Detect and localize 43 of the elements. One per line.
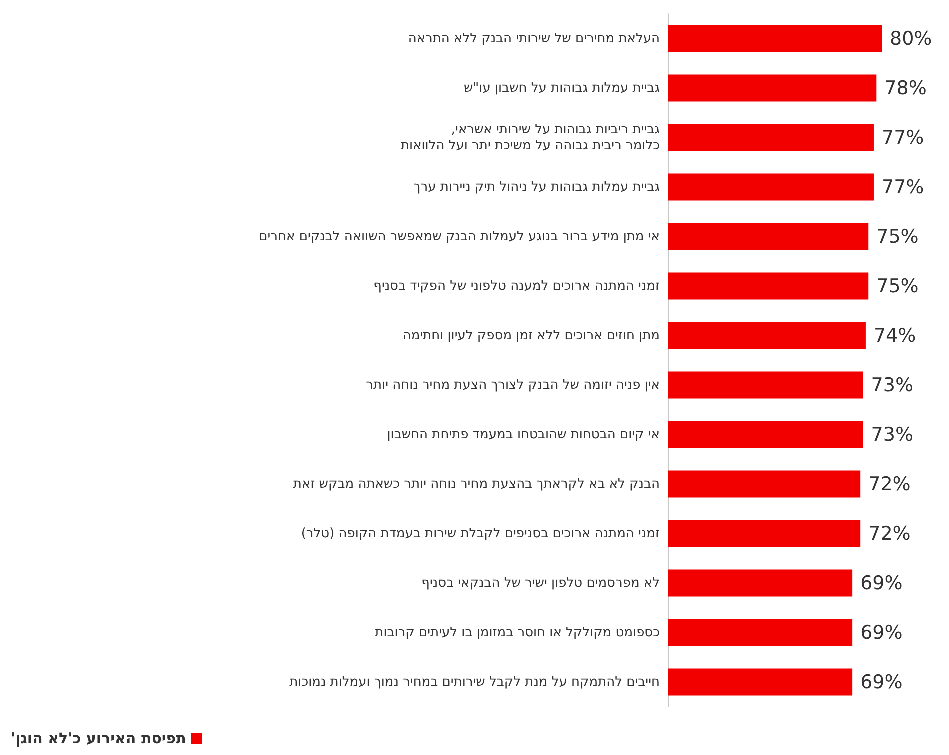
data-label: 75% (876, 275, 919, 298)
y-tick-label: מתן חוזים ארוכים ללא זמן מספק לעיון וחתימה (402, 328, 660, 344)
data-label: 69% (860, 671, 903, 694)
y-tick-label: אי קיום הבטחות שהובטחו במעמד פתיחת החשבון (387, 427, 660, 442)
y-tick-label: הבנק לא בא לקראתך בהצעת מחיר נוחה יותר כשאתה מבקש זאת (293, 476, 660, 492)
data-label: 72% (868, 522, 911, 545)
y-tick-label: זמני המתנה ארוכים בסניפים לקבלת שירות בעמדת הקופה (טלר) (301, 526, 660, 542)
y-tick-label: זמני המתנה ארוכים למענה טלפוני של הפקיד בסניף (374, 278, 660, 294)
bar (668, 223, 869, 250)
legend-label: תפיסת האירוע כ'לא הוגן' (10, 730, 186, 748)
data-label: 80% (890, 28, 932, 50)
y-tick-label: גביית עמלות גבוהות על ניהול תיק ניירות ערך (414, 180, 660, 195)
bar (668, 174, 874, 201)
y-tick-label: אין פניה יזומה של הבנק לצורך הצעת מחיר נוחה יותר (366, 378, 660, 393)
bar (668, 520, 861, 548)
data-label: 78% (884, 77, 927, 100)
data-label: 72% (868, 473, 911, 496)
bar (668, 124, 874, 152)
bar (668, 570, 853, 597)
data-label: 73% (871, 374, 914, 396)
data-label: 73% (871, 424, 914, 446)
bar (668, 668, 853, 696)
y-tick-label: גביית ריביות גבוהות על שירותי אשראי, כלומר ריבית גבוהה על משיכת יתר ועל הלוואות (400, 122, 660, 154)
data-label: 69% (860, 622, 903, 644)
bar (668, 470, 861, 498)
bar (668, 25, 882, 52)
data-label: 77% (882, 176, 924, 198)
y-tick-label: גביית עמלות גבוהות על חשבון עו"ש (464, 80, 660, 96)
y-tick-label: העלאת מחירים של שירותי הבנק ללא התראה (408, 31, 660, 46)
data-label: 74% (874, 324, 916, 347)
y-tick-label: לא מפרסמים טלפון ישיר של הבנקאי בסניף (422, 576, 660, 591)
data-label: 77% (882, 126, 924, 149)
y-tick-label: חייבים להתמקח על מנת לקבל שירותים במחיר נמוך ועמלות נמוכות (290, 674, 660, 690)
bar (668, 619, 853, 646)
bar (668, 372, 864, 399)
y-tick-label: אי מתן מידע ברור בנוגע לעמלות הבנק שמאפשר השוואה לבנקים אחרים (259, 229, 660, 244)
bar (668, 421, 864, 448)
bar (668, 272, 869, 300)
data-label: 75% (876, 226, 919, 248)
data-label: 69% (860, 572, 903, 594)
bar (668, 322, 866, 350)
bar (668, 74, 877, 102)
y-tick-label: כספומט מקולקל או חוסר במזומן בו לעיתים קרובות (375, 625, 660, 640)
